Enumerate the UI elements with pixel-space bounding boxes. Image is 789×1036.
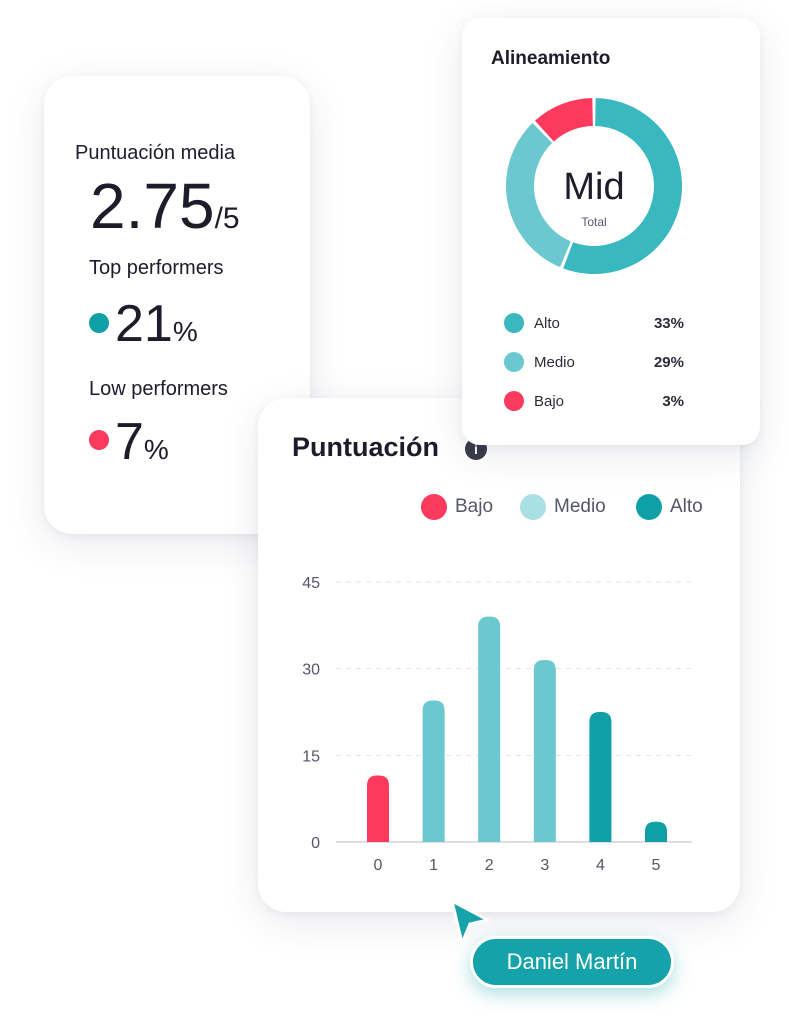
alineamiento-value-alto: 33% xyxy=(653,315,684,332)
alineamiento-legend-bajo: Bajo 3% xyxy=(504,390,684,412)
top-performers-value: 21% xyxy=(115,298,198,350)
donut-slice-bajo xyxy=(535,98,593,142)
alineamiento-dot-alto xyxy=(504,313,524,333)
alineamiento-label-alto: Alto xyxy=(534,315,560,332)
donut-center-label: Total xyxy=(581,215,606,229)
alineamiento-value-bajo: 3% xyxy=(662,393,684,410)
x-tick-label: 2 xyxy=(485,857,494,874)
legend-label-bajo: Bajo xyxy=(455,496,494,517)
bar-5 xyxy=(645,821,667,842)
x-tick-label: 5 xyxy=(652,857,661,874)
x-tick-label: 0 xyxy=(374,857,383,874)
top-performers-unit: % xyxy=(172,316,198,347)
top-performers-label: Top performers xyxy=(89,257,224,279)
top-performers-dot xyxy=(89,313,109,333)
alineamiento-label-medio: Medio xyxy=(534,354,575,371)
user-name-tag: Daniel Martín xyxy=(470,936,674,988)
y-tick-label: 30 xyxy=(302,662,320,679)
bar-1 xyxy=(422,700,445,842)
avg-score-number: 2.75 xyxy=(90,170,215,242)
legend-label-medio: Medio xyxy=(554,496,606,517)
alineamiento-value-medio: 29% xyxy=(653,354,684,371)
y-tick-label: 45 xyxy=(302,575,320,592)
y-tick-label: 0 xyxy=(311,835,320,852)
alineamiento-label-bajo: Bajo xyxy=(534,393,565,410)
low-performers-unit: % xyxy=(143,434,169,465)
donut-center-value: Mid xyxy=(563,166,624,208)
legend-dot-alto xyxy=(636,494,662,520)
low-performers-value: 7% xyxy=(115,416,169,468)
alineamiento-title: Alineamiento xyxy=(491,48,611,69)
donut-slice-alto xyxy=(563,98,682,274)
alineamiento-legend-medio: Medio 29% xyxy=(504,351,684,373)
top-performers-number: 21 xyxy=(115,295,173,353)
x-tick-label: 1 xyxy=(429,857,438,874)
y-tick-label: 15 xyxy=(302,748,320,765)
alineamiento-card: Alineamiento Mid Total Alto 33% Medio 29%… xyxy=(462,18,760,445)
low-performers-number: 7 xyxy=(115,413,144,471)
legend-dot-medio xyxy=(520,494,546,520)
alineamiento-dot-bajo xyxy=(504,391,524,411)
donut-slice-medio xyxy=(506,123,571,268)
bar-3 xyxy=(533,660,556,842)
puntuacion-title: Puntuación xyxy=(292,432,439,462)
bar-4 xyxy=(589,712,612,842)
legend-dot-bajo xyxy=(421,494,447,520)
alineamiento-dot-medio xyxy=(504,352,524,372)
puntuacion-card: Puntuación i Bajo Medio Alto 0 15 30 45 0 1 2 3… xyxy=(258,398,740,912)
low-performers-dot xyxy=(89,430,109,450)
stats-card: Puntuación media 2.75/5 Top performers 2… xyxy=(44,76,310,534)
avg-score-value: 2.75/5 xyxy=(90,174,240,238)
avg-score-label: Puntuación media xyxy=(75,142,236,164)
alineamiento-donut-chart: Mid Total xyxy=(506,98,682,274)
bar-2 xyxy=(478,616,501,842)
alineamiento-legend-alto: Alto 33% xyxy=(504,312,684,334)
avg-score-suffix: /5 xyxy=(214,202,240,235)
cursor-arrow-icon xyxy=(450,899,490,945)
bar-0 xyxy=(367,775,389,842)
legend-label-alto: Alto xyxy=(670,496,703,517)
low-performers-label: Low performers xyxy=(89,378,228,400)
x-tick-label: 3 xyxy=(540,857,549,874)
x-tick-label: 4 xyxy=(596,857,605,874)
